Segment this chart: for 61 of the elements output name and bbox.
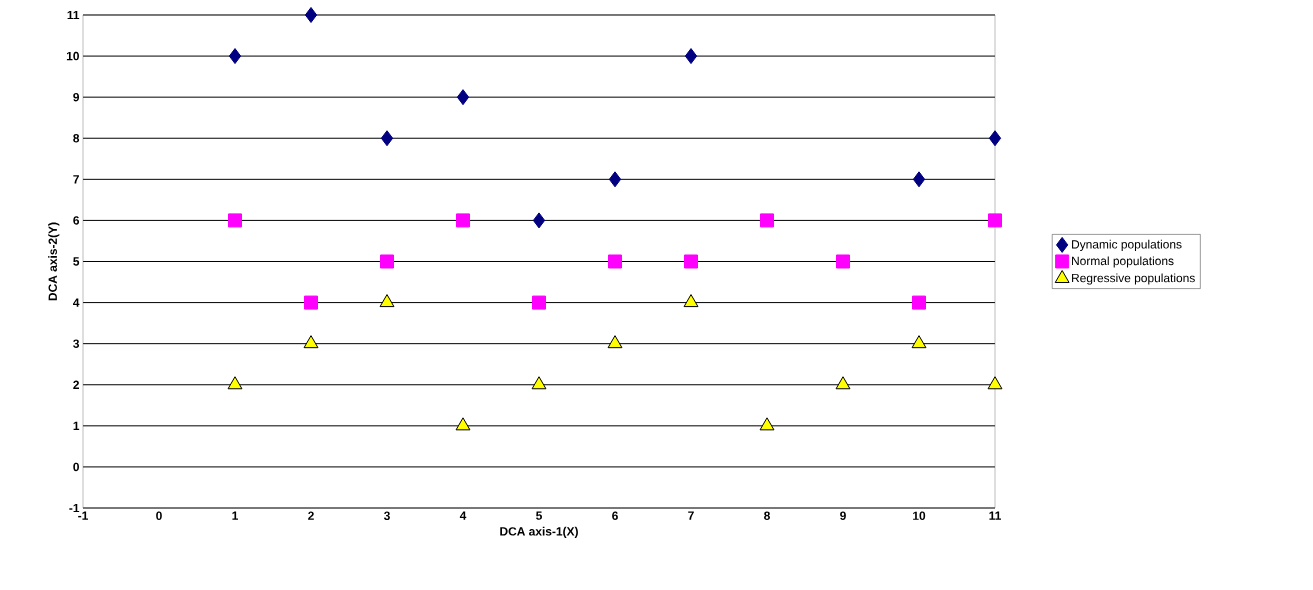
legend-label: Dynamic populations	[1072, 239, 1182, 251]
x-tick-label: 5	[536, 511, 542, 520]
point	[455, 417, 471, 431]
point	[531, 376, 547, 390]
point	[912, 171, 926, 188]
x-tick-label: 7	[688, 511, 694, 520]
point	[532, 295, 546, 310]
point	[227, 376, 243, 390]
point	[380, 130, 394, 147]
point	[911, 335, 927, 349]
x-tick-label: 0	[156, 511, 162, 520]
x-tick-label: 6	[612, 511, 618, 520]
x-tick-label: 3	[383, 511, 390, 521]
y-axis-title: DCA axis-2(Y)	[48, 222, 60, 301]
point	[684, 254, 699, 269]
point	[607, 335, 623, 349]
point	[303, 335, 319, 349]
point	[608, 254, 623, 269]
legend-label: Normal populations	[1072, 256, 1174, 268]
y-tick-label: 8	[73, 134, 80, 143]
point	[228, 213, 242, 228]
point	[304, 7, 318, 23]
point	[683, 294, 699, 308]
y-tick-label: 11	[67, 10, 80, 20]
legend-label: Regressive populations	[1072, 273, 1195, 285]
point	[836, 254, 851, 269]
y-tick-label: 9	[73, 92, 80, 102]
point	[760, 213, 775, 228]
point	[988, 213, 1003, 228]
y-tick-label: 3	[73, 339, 80, 348]
y-tick-label: 2	[73, 380, 79, 389]
y-tick-label: 1	[73, 421, 80, 430]
point	[380, 254, 394, 269]
point	[988, 130, 1002, 147]
x-tick-label: 2	[308, 511, 314, 520]
point	[456, 213, 470, 228]
y-tick-label: 4	[73, 298, 80, 307]
point	[684, 48, 698, 65]
x-tick-label: 10	[913, 511, 926, 520]
y-tick-label: 5	[73, 257, 80, 266]
x-axis-title: DCA axis-1(X)	[500, 526, 578, 538]
x-tick-label: 11	[989, 511, 1001, 520]
point	[532, 212, 546, 229]
x-tick-label: 4	[459, 511, 467, 520]
y-tick-label: 6	[73, 216, 80, 225]
y-tick-label: -1	[69, 503, 80, 513]
y-tick-label: 10	[66, 51, 79, 61]
point	[759, 417, 775, 431]
y-tick-label: 7	[73, 175, 79, 184]
x-tick-label: 9	[840, 511, 846, 520]
point	[912, 295, 927, 310]
point	[608, 171, 622, 188]
x-tick-label: 1	[232, 511, 238, 520]
point	[987, 376, 1003, 390]
point	[228, 48, 242, 65]
x-tick-label: 8	[764, 511, 770, 520]
y-tick-label: 0	[73, 462, 79, 472]
point	[456, 89, 470, 106]
point	[304, 295, 318, 310]
point	[379, 294, 395, 308]
point	[835, 376, 851, 390]
